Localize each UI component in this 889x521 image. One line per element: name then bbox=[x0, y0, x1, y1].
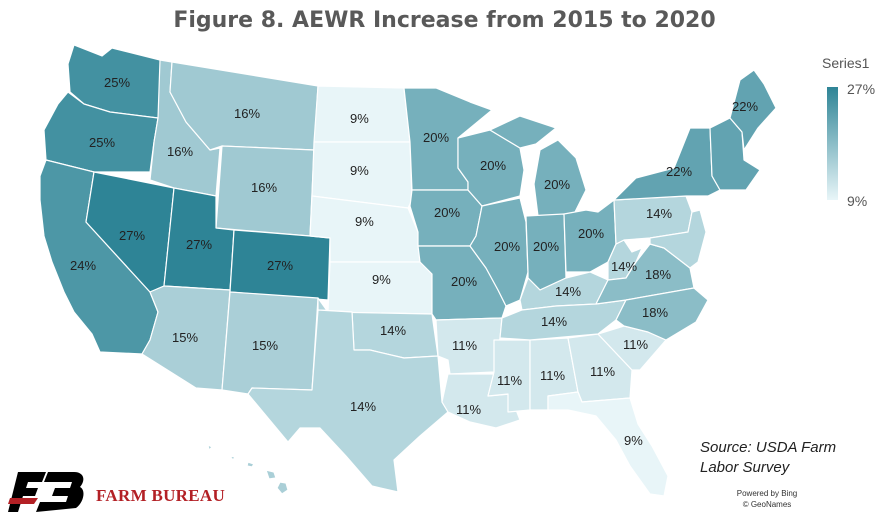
region-CO bbox=[229, 229, 331, 301]
map-credits: Powered by Bing © GeoNames bbox=[722, 488, 812, 510]
label-PA: 14% bbox=[646, 206, 672, 221]
source-line-2: Labor Survey bbox=[700, 459, 790, 476]
region-ME bbox=[729, 69, 777, 151]
label-NC: 18% bbox=[642, 305, 668, 320]
label-CO: 27% bbox=[267, 258, 293, 273]
color-legend: Series1 27% 9% bbox=[810, 55, 885, 215]
label-SC: 11% bbox=[623, 337, 648, 352]
region-KS bbox=[327, 261, 433, 315]
label-WA: 25% bbox=[104, 75, 130, 90]
label-NY: 22% bbox=[666, 164, 692, 179]
label-FL: 9% bbox=[624, 433, 643, 448]
label-AL: 11% bbox=[540, 368, 565, 383]
region-HI bbox=[207, 444, 289, 495]
label-OK: 14% bbox=[380, 323, 406, 338]
label-MO: 20% bbox=[451, 274, 477, 289]
region-NC bbox=[615, 287, 709, 341]
region-IL bbox=[469, 197, 529, 307]
label-CA: 24% bbox=[70, 258, 96, 273]
source-line-1: Source: USDA Farm bbox=[700, 439, 837, 456]
label-ID: 16% bbox=[167, 144, 193, 159]
legend-title: Series1 bbox=[822, 55, 870, 71]
source-note: Source: USDA Farm Labor Survey bbox=[700, 438, 880, 478]
farm-bureau-logo: FARM BUREAU bbox=[8, 470, 268, 515]
label-MS: 11% bbox=[497, 373, 522, 388]
label-TX: 14% bbox=[350, 399, 376, 414]
label-GA: 11% bbox=[590, 364, 615, 379]
label-SD: 9% bbox=[350, 163, 369, 178]
label-WY: 16% bbox=[251, 180, 277, 195]
legend-max-label: 27% bbox=[847, 81, 876, 97]
label-ND: 9% bbox=[350, 111, 369, 126]
region-TX bbox=[247, 309, 449, 493]
region-NJ-MD-DE bbox=[649, 209, 707, 269]
label-IN: 20% bbox=[533, 239, 559, 254]
label-MT: 16% bbox=[234, 106, 260, 121]
region-OR bbox=[43, 91, 159, 173]
label-ME: 22% bbox=[732, 99, 758, 114]
label-TN: 14% bbox=[541, 314, 567, 329]
label-WV: 14% bbox=[611, 259, 637, 274]
label-IA: 20% bbox=[434, 205, 460, 220]
credits-line-2: © GeoNames bbox=[742, 500, 792, 509]
map-title: Figure 8. AEWR Increase from 2015 to 202… bbox=[173, 8, 716, 33]
farm-bureau-logo-mark-icon bbox=[8, 472, 84, 512]
label-AZ: 15% bbox=[172, 330, 198, 345]
label-IL: 20% bbox=[494, 239, 520, 254]
region-MI bbox=[489, 115, 587, 217]
label-UT: 27% bbox=[186, 237, 212, 252]
label-NV: 27% bbox=[119, 228, 145, 243]
label-KY: 14% bbox=[555, 284, 581, 299]
label-NE: 9% bbox=[355, 214, 374, 229]
legend-min-label: 9% bbox=[847, 193, 868, 209]
label-OR: 25% bbox=[89, 135, 115, 150]
label-MN: 20% bbox=[423, 130, 449, 145]
label-AR: 11% bbox=[452, 338, 477, 353]
label-OH: 20% bbox=[578, 226, 604, 241]
label-VA: 18% bbox=[645, 267, 671, 282]
legend-gradient-bar bbox=[827, 87, 838, 200]
farm-bureau-wordmark: FARM BUREAU bbox=[96, 486, 226, 505]
region-FL bbox=[547, 391, 669, 497]
label-WI: 20% bbox=[480, 158, 506, 173]
credits-line-1: Powered by Bing bbox=[736, 489, 798, 498]
label-KS: 9% bbox=[372, 272, 391, 287]
label-LA: 11% bbox=[456, 402, 481, 417]
label-MI: 20% bbox=[544, 177, 570, 192]
label-NM: 15% bbox=[252, 338, 278, 353]
